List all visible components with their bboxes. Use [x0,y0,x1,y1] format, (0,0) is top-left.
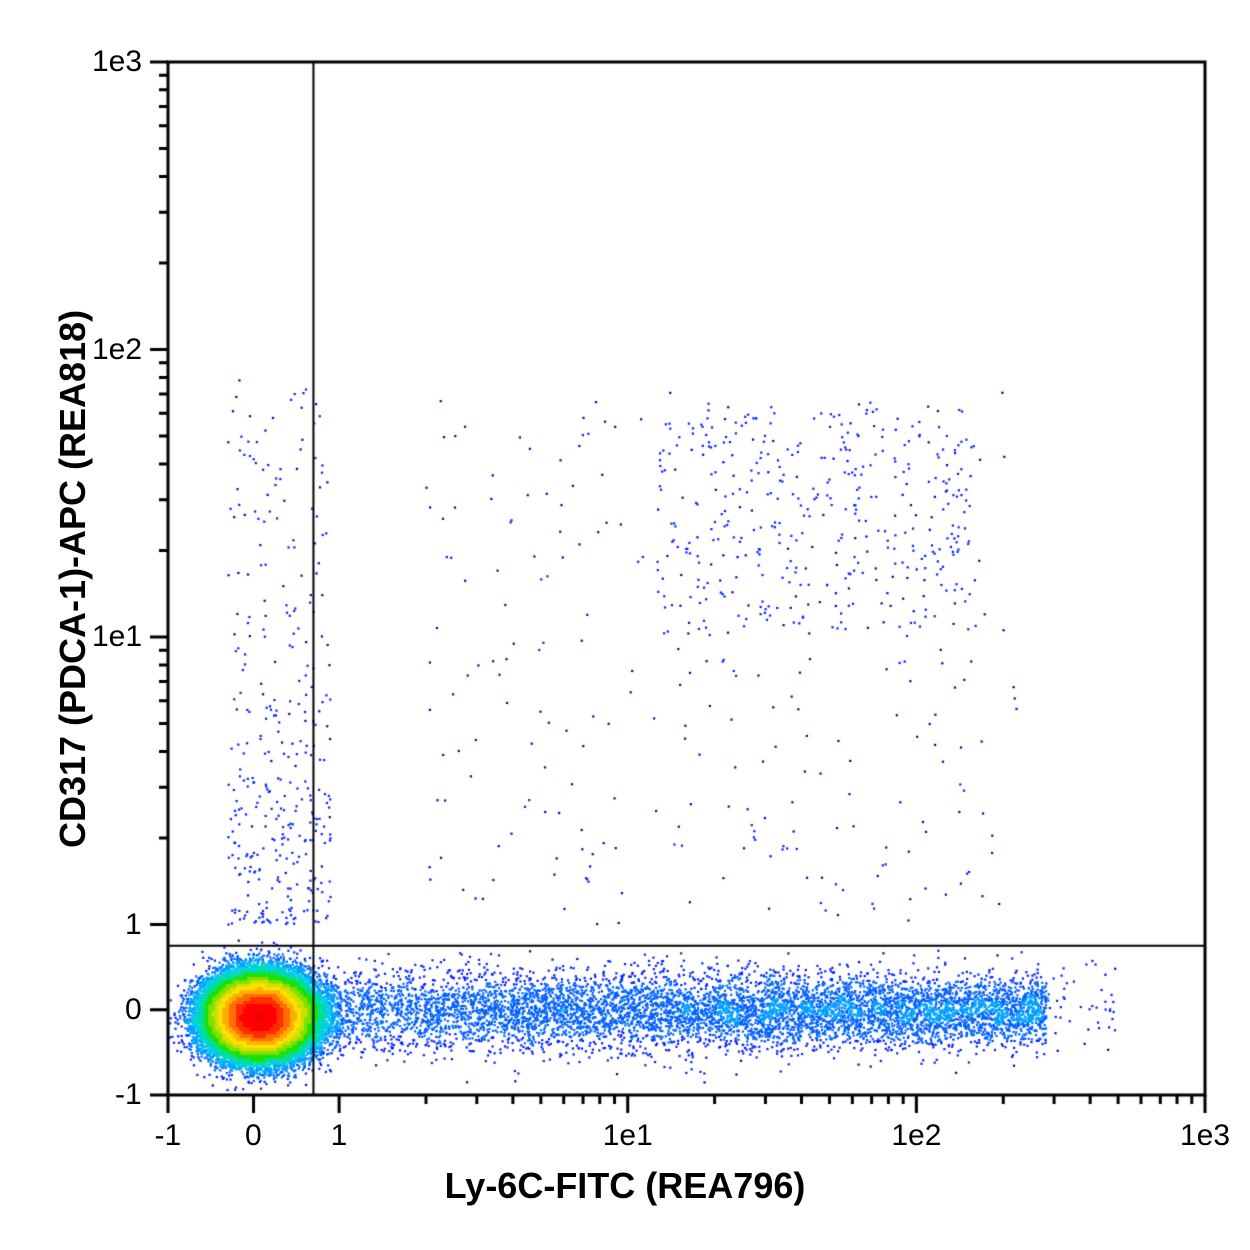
tick-label: 0 [245,1119,262,1153]
y-axis-label-text: CD317 (PDCA-1)-APC (REA818) [52,309,94,847]
y-axis-label: CD317 (PDCA-1)-APC (REA818) [0,0,1250,1250]
tick-label: 1e1 [603,1119,653,1153]
tick-label: -1 [155,1119,182,1153]
tick-label: 1e3 [92,45,142,79]
chart-container: Ly-6C-FITC (REA796) CD317 (PDCA-1)-APC (… [0,0,1250,1250]
tick-label: 1e2 [92,333,142,367]
tick-label: 1e1 [92,620,142,654]
tick-label: 1 [125,908,142,942]
tick-label: 1e3 [1180,1119,1230,1153]
tick-label: 1e2 [891,1119,941,1153]
tick-label: 0 [125,993,142,1027]
tick-label: -1 [115,1078,142,1112]
tick-label: 1 [331,1119,348,1153]
